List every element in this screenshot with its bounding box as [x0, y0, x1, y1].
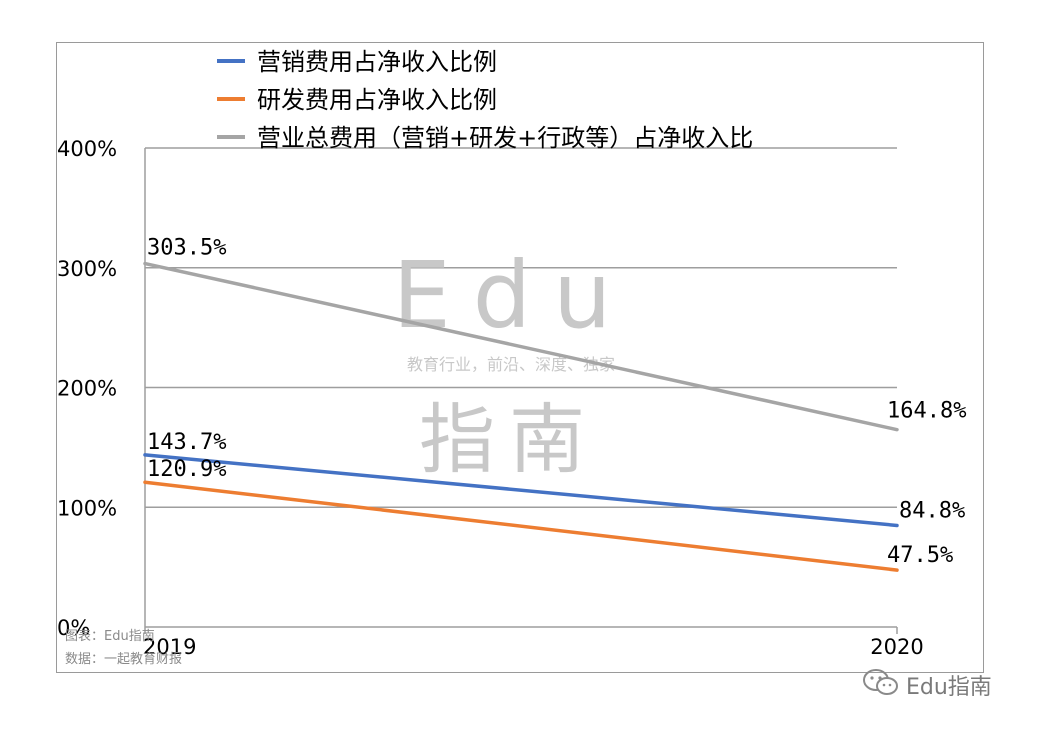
y-tick-label: 0%	[57, 616, 90, 640]
watermark-brand: Edu	[393, 242, 634, 349]
data-label: 47.5%	[887, 543, 953, 568]
note-chart-source: 图表：Edu指南	[65, 628, 155, 644]
x-tick-label: 2019	[143, 635, 196, 659]
watermark: Edu 教育行业，前沿、深度、独家 指南	[393, 242, 634, 484]
data-label: 120.9%	[147, 457, 226, 482]
watermark-tagline: 教育行业，前沿、深度、独家	[407, 355, 615, 374]
axes	[144, 148, 898, 634]
line-chart: 0% 100% 200% 300% 400% 2019 2020 Edu 教育行业，前沿、…	[57, 48, 966, 667]
note-data-source: 数据：一起教育财报	[65, 651, 182, 667]
legend-label: 研发费用占净收入比例	[257, 86, 497, 114]
y-tick-label: 200%	[57, 377, 117, 401]
data-label: 143.7%	[147, 430, 226, 455]
legend: 营销费用占净收入比例研发费用占净收入比例营业总费用（营销+研发+行政等）占净收入…	[217, 48, 753, 152]
data-label: 84.8%	[899, 498, 965, 523]
x-tick-label: 2020	[870, 635, 923, 659]
series-line	[143, 261, 899, 432]
data-label: 303.5%	[147, 236, 226, 261]
source-notes: 图表：Edu指南 数据：一起教育财报	[65, 628, 182, 667]
y-tick-labels: 0% 100% 200% 300% 400%	[57, 137, 117, 640]
wechat-account-mark: Edu指南	[862, 668, 992, 702]
y-tick-label: 100%	[57, 496, 117, 520]
wechat-account-name: Edu指南	[906, 675, 992, 700]
data-label: 164.8%	[887, 399, 966, 424]
y-tick-label: 300%	[57, 257, 117, 281]
series-line	[143, 480, 899, 572]
chart-frame: 0% 100% 200% 300% 400% 2019 2020 Edu 教育行业，前沿、…	[56, 42, 984, 673]
gridlines	[145, 147, 897, 508]
watermark-title: 指南	[419, 395, 599, 484]
wechat-icon	[862, 668, 900, 702]
legend-label: 营销费用占净收入比例	[257, 48, 497, 76]
x-tick-labels: 2019 2020	[143, 635, 924, 659]
series-lines	[143, 261, 899, 572]
data-labels: 143.7% 84.8% 120.9% 47.5% 303.5% 164.8%	[147, 236, 966, 569]
series-line	[143, 453, 899, 528]
legend-label: 营业总费用（营销+研发+行政等）占净收入比	[257, 124, 753, 152]
y-tick-label: 400%	[57, 137, 117, 161]
